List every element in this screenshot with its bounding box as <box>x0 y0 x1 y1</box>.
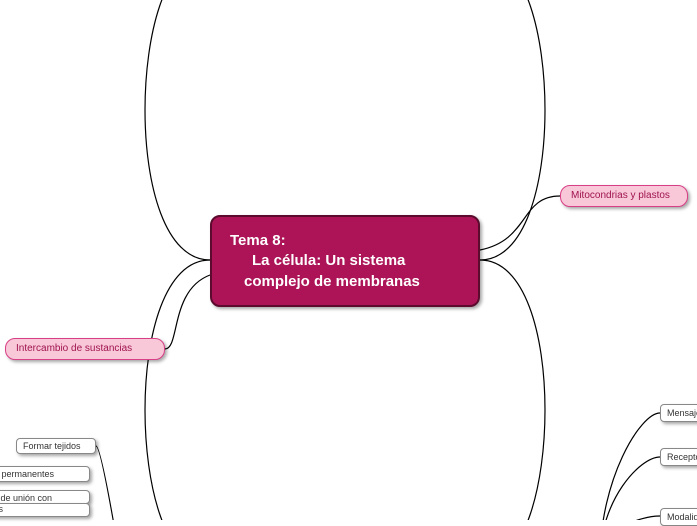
node-mensajeros[interactable]: Mensajeros <box>660 404 697 422</box>
center-title-line3: complejo de membranas <box>230 272 460 292</box>
node-label: unciones <box>0 505 3 514</box>
center-title-line1: Tema 8: <box>230 231 460 251</box>
center-title-line2: La célula: Un sistema <box>230 251 460 271</box>
node-mitocondrias[interactable]: Mitocondrias y plastos <box>560 185 688 207</box>
edge-curve <box>165 275 210 349</box>
node-permanentes[interactable]: orales o permanentes <box>0 466 90 482</box>
node-label: Receptores <box>667 453 697 462</box>
edge-curve <box>480 260 545 520</box>
node-intercambio[interactable]: Intercambio de sustancias <box>5 338 165 360</box>
center-topic-node[interactable]: Tema 8: La célula: Un sistema complejo d… <box>210 215 480 307</box>
edge-curve <box>600 516 660 520</box>
edge-curve <box>145 0 210 260</box>
node-label: mplejos de unión con <box>0 494 52 503</box>
node-modalidad[interactable]: Modalidad <box>660 508 697 526</box>
node-label: Modalidad <box>667 513 697 522</box>
edge-curve <box>600 413 660 520</box>
node-label: Intercambio de sustancias <box>16 344 132 354</box>
edge-curve <box>480 0 545 260</box>
edge-curve <box>600 457 660 520</box>
node-funciones[interactable]: unciones <box>0 503 90 517</box>
mindmap-canvas: Tema 8: La célula: Un sistema complejo d… <box>0 0 697 520</box>
node-formar-tejidos[interactable]: Formar tejidos <box>16 438 96 454</box>
node-label: Formar tejidos <box>23 442 81 451</box>
edge-curve <box>145 260 210 520</box>
node-label: Mensajeros <box>667 409 697 418</box>
edge-curve <box>96 446 120 520</box>
node-label: Mitocondrias y plastos <box>571 191 670 201</box>
node-label: orales o permanentes <box>0 470 54 479</box>
node-receptores[interactable]: Receptores <box>660 448 697 466</box>
node-complejos-union[interactable]: mplejos de unión con <box>0 490 90 504</box>
edge-curve <box>480 196 560 250</box>
